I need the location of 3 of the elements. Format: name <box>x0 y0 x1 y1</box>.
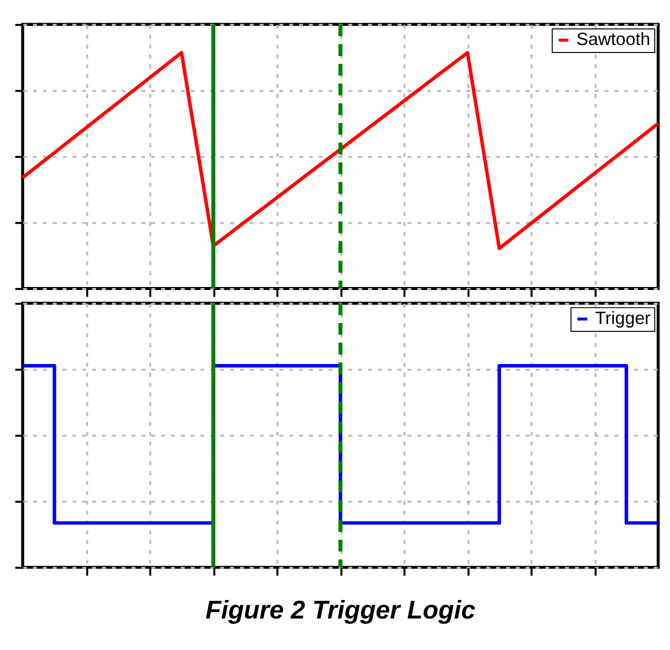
caption: Figure 2 Trigger Logic <box>205 596 476 625</box>
legend-label: Trigger <box>595 308 651 328</box>
legend-label: Sawtooth <box>576 29 650 50</box>
